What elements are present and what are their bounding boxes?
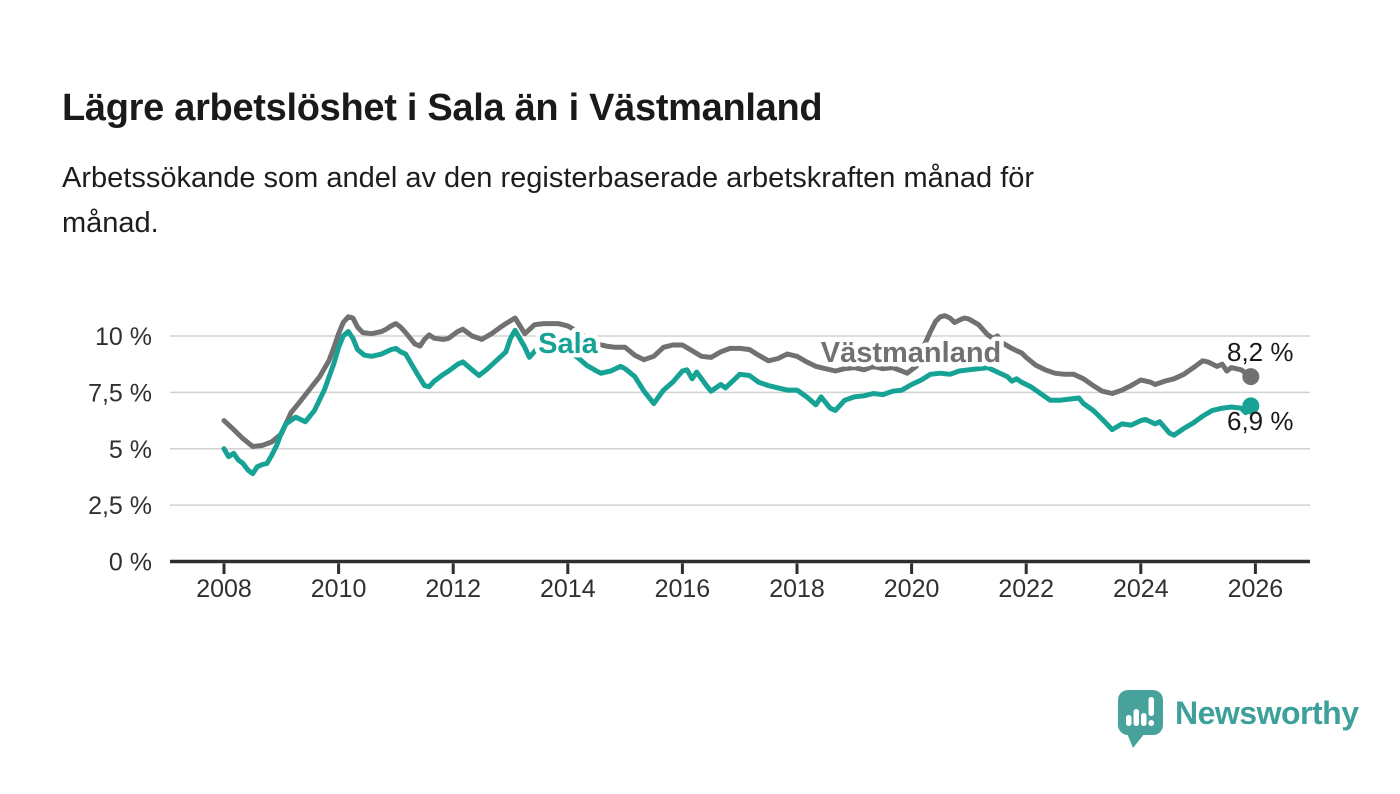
- y-tick-label: 0 %: [109, 549, 152, 577]
- series-label-vastmanland: Västmanland: [821, 337, 1002, 369]
- y-tick-label: 7,5 %: [88, 379, 152, 407]
- y-axis-labels: 10 % 7,5 % 5 % 2,5 % 0 %: [88, 323, 152, 577]
- newsworthy-bubble-chart-icon: [1118, 690, 1163, 748]
- end-value-label-vastmanland: 8,2 %: [1227, 337, 1294, 367]
- series-vastmanland-path: [221, 313, 1254, 449]
- series-sala-path: [221, 327, 1254, 477]
- x-tick-label: 2022: [998, 575, 1054, 603]
- x-tick-label: 2026: [1228, 575, 1284, 603]
- series-sala-end-dot: [1242, 397, 1260, 415]
- series-label-sala: Sala: [538, 328, 599, 360]
- end-value-label-sala: 6,9 %: [1227, 406, 1294, 436]
- y-tick-label: 5 %: [109, 436, 152, 464]
- series-line-sala: [221, 327, 1260, 477]
- brand-name: Newsworthy: [1175, 695, 1359, 731]
- x-tick-label: 2016: [655, 575, 711, 603]
- x-tick-label: 2024: [1113, 575, 1169, 603]
- subtitle-line-1: Arbetssökande som andel av den registerb…: [62, 162, 1035, 194]
- x-tick-label: 2010: [311, 575, 367, 603]
- x-tick-label: 2018: [769, 575, 825, 603]
- subtitle-line-2: månad.: [62, 207, 159, 239]
- x-tick-label: 2020: [884, 575, 940, 603]
- x-tick-label: 2014: [540, 575, 596, 603]
- series-line-vastmanland: [221, 313, 1260, 449]
- newsworthy-logo: Newsworthy: [1117, 688, 1359, 750]
- x-axis-labels: 2008 2010 2012 2014 2016 2018 2020 2022 2024 2026: [196, 575, 1283, 603]
- x-tick-label: 2012: [425, 575, 481, 603]
- series-vastmanland-end-dot: [1242, 368, 1260, 386]
- y-tick-label: 10 %: [95, 323, 152, 351]
- gridlines: [170, 335, 1310, 506]
- x-axis: [170, 559, 1310, 574]
- page-title: Lägre arbetslöshet i Sala än i Västmanla…: [62, 87, 823, 130]
- chart-subtitle: Arbetssökande som andel av den registerb…: [62, 156, 1362, 246]
- x-tick-label: 2008: [196, 575, 252, 603]
- y-tick-label: 2,5 %: [88, 492, 152, 520]
